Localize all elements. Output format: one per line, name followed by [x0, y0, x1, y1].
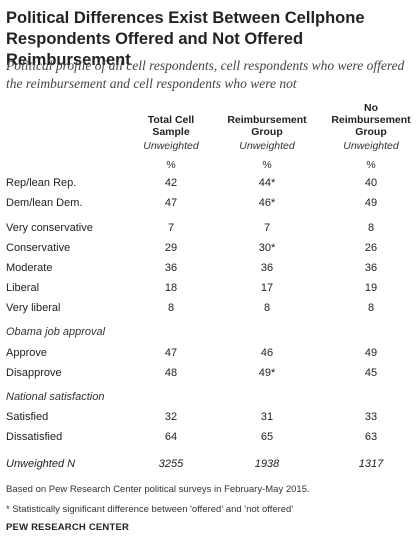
- cell-total: 42: [164, 177, 178, 189]
- source-credit: PEW RESEARCH CENTER: [6, 522, 130, 533]
- table-row: Liberal 18 17 19: [0, 282, 420, 302]
- row-label: Very conservative: [6, 222, 93, 234]
- col-unit-no-reimbursement: %: [366, 159, 376, 171]
- row-label: Dissatisfied: [6, 431, 63, 443]
- table-row: Very conservative 7 7 8: [0, 222, 420, 242]
- table-row: Satisfied 32 31 33: [0, 411, 420, 431]
- table-row: Conservative 29 30* 26: [0, 242, 420, 262]
- cell-no-reimbursement: 1317: [358, 458, 384, 470]
- cell-reimbursement: 44*: [258, 177, 276, 189]
- table-row: Dem/lean Dem. 47 46* 49: [0, 197, 420, 217]
- section-heading-obama: Obama job approval: [6, 326, 106, 338]
- cell-total: 29: [164, 242, 178, 254]
- col-header-reimbursement: Reimbursement Group: [227, 114, 307, 138]
- row-label: Moderate: [6, 262, 53, 274]
- row-label: Satisfied: [6, 411, 49, 423]
- cell-total: 64: [164, 431, 178, 443]
- footnote-based-on: Based on Pew Research Center political s…: [6, 484, 310, 495]
- table-row: Dissatisfied 64 65 63: [0, 431, 420, 451]
- row-label: Dem/lean Dem.: [6, 197, 83, 209]
- cell-reimbursement: 36: [260, 262, 274, 274]
- cell-reimbursement: 30*: [258, 242, 276, 254]
- cell-total: 36: [164, 262, 178, 274]
- table-row: Rep/lean Rep. 42 44* 40: [0, 177, 420, 197]
- cell-reimbursement: 1938: [254, 458, 280, 470]
- cell-reimbursement: 49*: [258, 367, 276, 379]
- cell-reimbursement: 46*: [258, 197, 276, 209]
- row-label: Unweighted N: [6, 458, 76, 470]
- cell-total: 47: [164, 347, 178, 359]
- cell-no-reimbursement: 26: [364, 242, 378, 254]
- col-unit-total: %: [166, 159, 176, 171]
- row-label: Very liberal: [6, 302, 61, 314]
- col-unit-reimbursement: %: [262, 159, 272, 171]
- table-row: Disapprove 48 49* 45: [0, 367, 420, 387]
- cell-no-reimbursement: 36: [364, 262, 378, 274]
- table-row: Approve 47 46 49: [0, 347, 420, 367]
- cell-reimbursement: 46: [260, 347, 274, 359]
- cell-no-reimbursement: 45: [364, 367, 378, 379]
- row-label: Rep/lean Rep.: [6, 177, 77, 189]
- cell-no-reimbursement: 49: [364, 347, 378, 359]
- col-sub-no-reimbursement: Unweighted: [343, 140, 399, 152]
- cell-total: 32: [164, 411, 178, 423]
- cell-no-reimbursement: 40: [364, 177, 378, 189]
- cell-no-reimbursement: 49: [364, 197, 378, 209]
- cell-reimbursement: 7: [263, 222, 271, 234]
- table-row: Very liberal 8 8 8: [0, 302, 420, 322]
- cell-total: 7: [167, 222, 175, 234]
- col-header-total: Total Cell Sample: [147, 114, 195, 138]
- section-heading-satisfaction: National satisfaction: [6, 391, 105, 403]
- cell-no-reimbursement: 8: [367, 222, 375, 234]
- row-label: Disapprove: [6, 367, 62, 379]
- row-label: Conservative: [6, 242, 71, 254]
- cell-reimbursement: 17: [260, 282, 274, 294]
- cell-reimbursement: 31: [260, 411, 274, 423]
- cell-no-reimbursement: 33: [364, 411, 378, 423]
- footnote-significance: * Statistically significant difference b…: [6, 504, 294, 515]
- row-label: Liberal: [6, 282, 40, 294]
- cell-total: 8: [167, 302, 175, 314]
- cell-reimbursement: 8: [263, 302, 271, 314]
- cell-total: 48: [164, 367, 178, 379]
- figure-subtitle: Political profile of all cell respondent…: [6, 58, 405, 91]
- col-sub-total: Unweighted: [143, 140, 199, 152]
- row-label: Approve: [6, 347, 47, 359]
- table-row-unweighted-n: Unweighted N 3255 1938 1317: [0, 458, 420, 478]
- col-header-no-reimbursement: No Reimbursement Group: [331, 102, 411, 138]
- cell-no-reimbursement: 8: [367, 302, 375, 314]
- cell-no-reimbursement: 19: [364, 282, 378, 294]
- col-sub-reimbursement: Unweighted: [239, 140, 295, 152]
- cell-total: 18: [164, 282, 178, 294]
- cell-reimbursement: 65: [260, 431, 274, 443]
- table-row: Moderate 36 36 36: [0, 262, 420, 282]
- cell-no-reimbursement: 63: [364, 431, 378, 443]
- figure-title: Political Differences Exist Between Cell…: [6, 9, 365, 69]
- cell-total: 47: [164, 197, 178, 209]
- cell-total: 3255: [158, 458, 184, 470]
